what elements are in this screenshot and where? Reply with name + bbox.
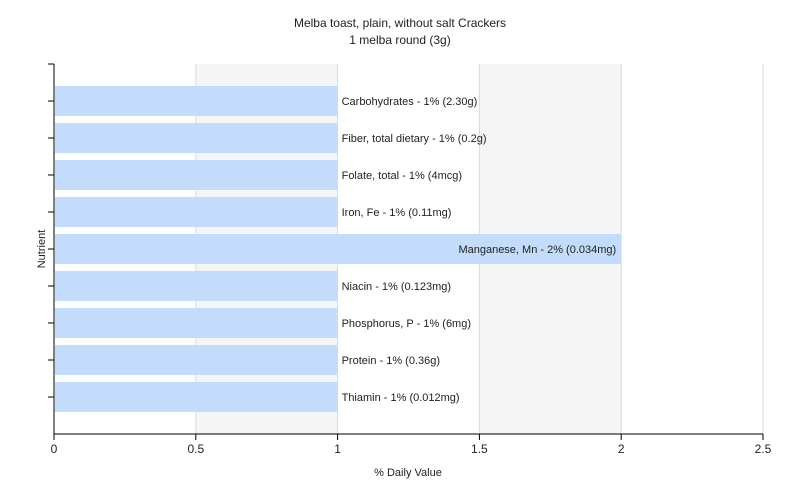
bar-label: Manganese, Mn - 2% (0.034mg) [458,244,616,256]
bar-label: Phosphorus, P - 1% (6mg) [342,318,471,330]
y-axis-label: Nutrient [36,230,48,269]
x-tick-label: 1 [334,442,341,456]
bar-label: Protein - 1% (0.36g) [342,355,440,367]
bar-carbohydrates [55,86,338,116]
bar-label: Thiamin - 1% (0.012mg) [342,392,460,404]
bar-fiber-total-dietary [55,123,338,153]
x-tick-label: 0.5 [187,442,204,456]
bars [55,86,622,412]
bar-label: Carbohydrates - 1% (2.30g) [342,96,478,108]
x-tick-label: 2.5 [755,442,772,456]
y-ticks [48,63,54,398]
bar-thiamin [55,382,338,412]
bar-folate-total [55,160,338,190]
bar-protein [55,345,338,375]
bar-label: Folate, total - 1% (4mcg) [342,170,462,182]
x-ticks: 0 0.5 1 1.5 2 2.5 [51,434,772,456]
bar-label: Niacin - 1% (0.123mg) [342,281,451,293]
plot-band [621,64,763,434]
bar-label: Iron, Fe - 1% (0.11mg) [342,207,452,219]
bar-labels: Carbohydrates - 1% (2.30g) Fiber, total d… [342,96,617,404]
x-tick-label: 1.5 [471,442,488,456]
x-tick-label: 0 [51,442,58,456]
bar-iron-fe [55,197,338,227]
bar-niacin [55,271,338,301]
bar-label: Fiber, total dietary - 1% (0.2g) [342,133,487,145]
x-tick-label: 2 [618,442,625,456]
bar-phosphorus-p [55,308,338,338]
x-axis-label: % Daily Value [374,467,442,479]
chart-title: Melba toast, plain, without salt Cracker… [294,16,506,30]
bar-manganese-mn [55,234,622,264]
chart-subtitle: 1 melba round (3g) [349,33,450,47]
